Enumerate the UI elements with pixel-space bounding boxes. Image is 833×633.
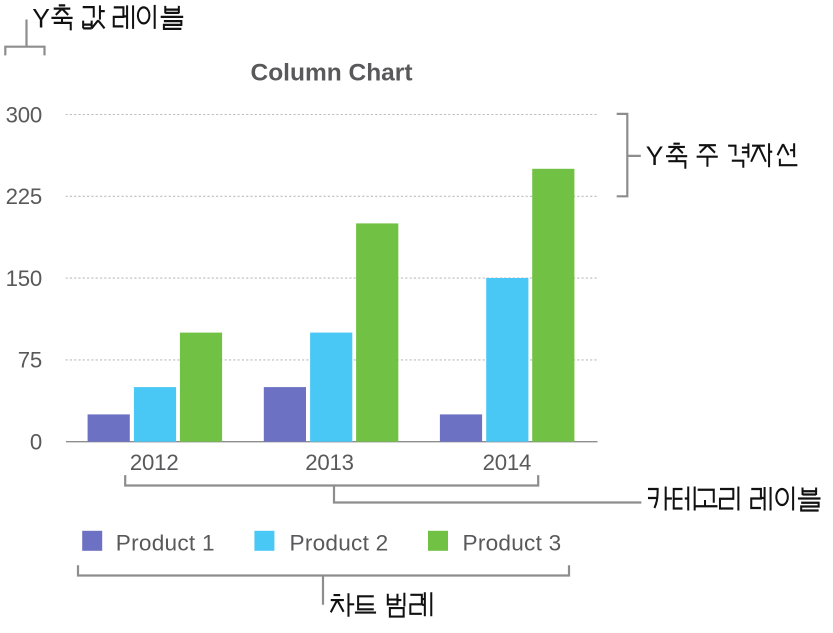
svg-text:0: 0 bbox=[30, 430, 42, 455]
svg-text:300: 300 bbox=[6, 102, 42, 127]
svg-text:Y: Y bbox=[646, 141, 664, 171]
svg-text:Product 3: Product 3 bbox=[463, 530, 562, 555]
svg-text:Product 1: Product 1 bbox=[116, 530, 215, 555]
svg-text:225: 225 bbox=[6, 184, 42, 209]
svg-text:Product 2: Product 2 bbox=[290, 530, 389, 555]
svg-text:Column Chart: Column Chart bbox=[251, 60, 413, 87]
svg-text:75: 75 bbox=[18, 348, 42, 373]
svg-text:2013: 2013 bbox=[305, 450, 354, 475]
svg-text:2012: 2012 bbox=[130, 450, 179, 475]
svg-text:2014: 2014 bbox=[483, 450, 532, 475]
svg-text:150: 150 bbox=[6, 266, 42, 291]
svg-text:Y: Y bbox=[32, 4, 50, 34]
